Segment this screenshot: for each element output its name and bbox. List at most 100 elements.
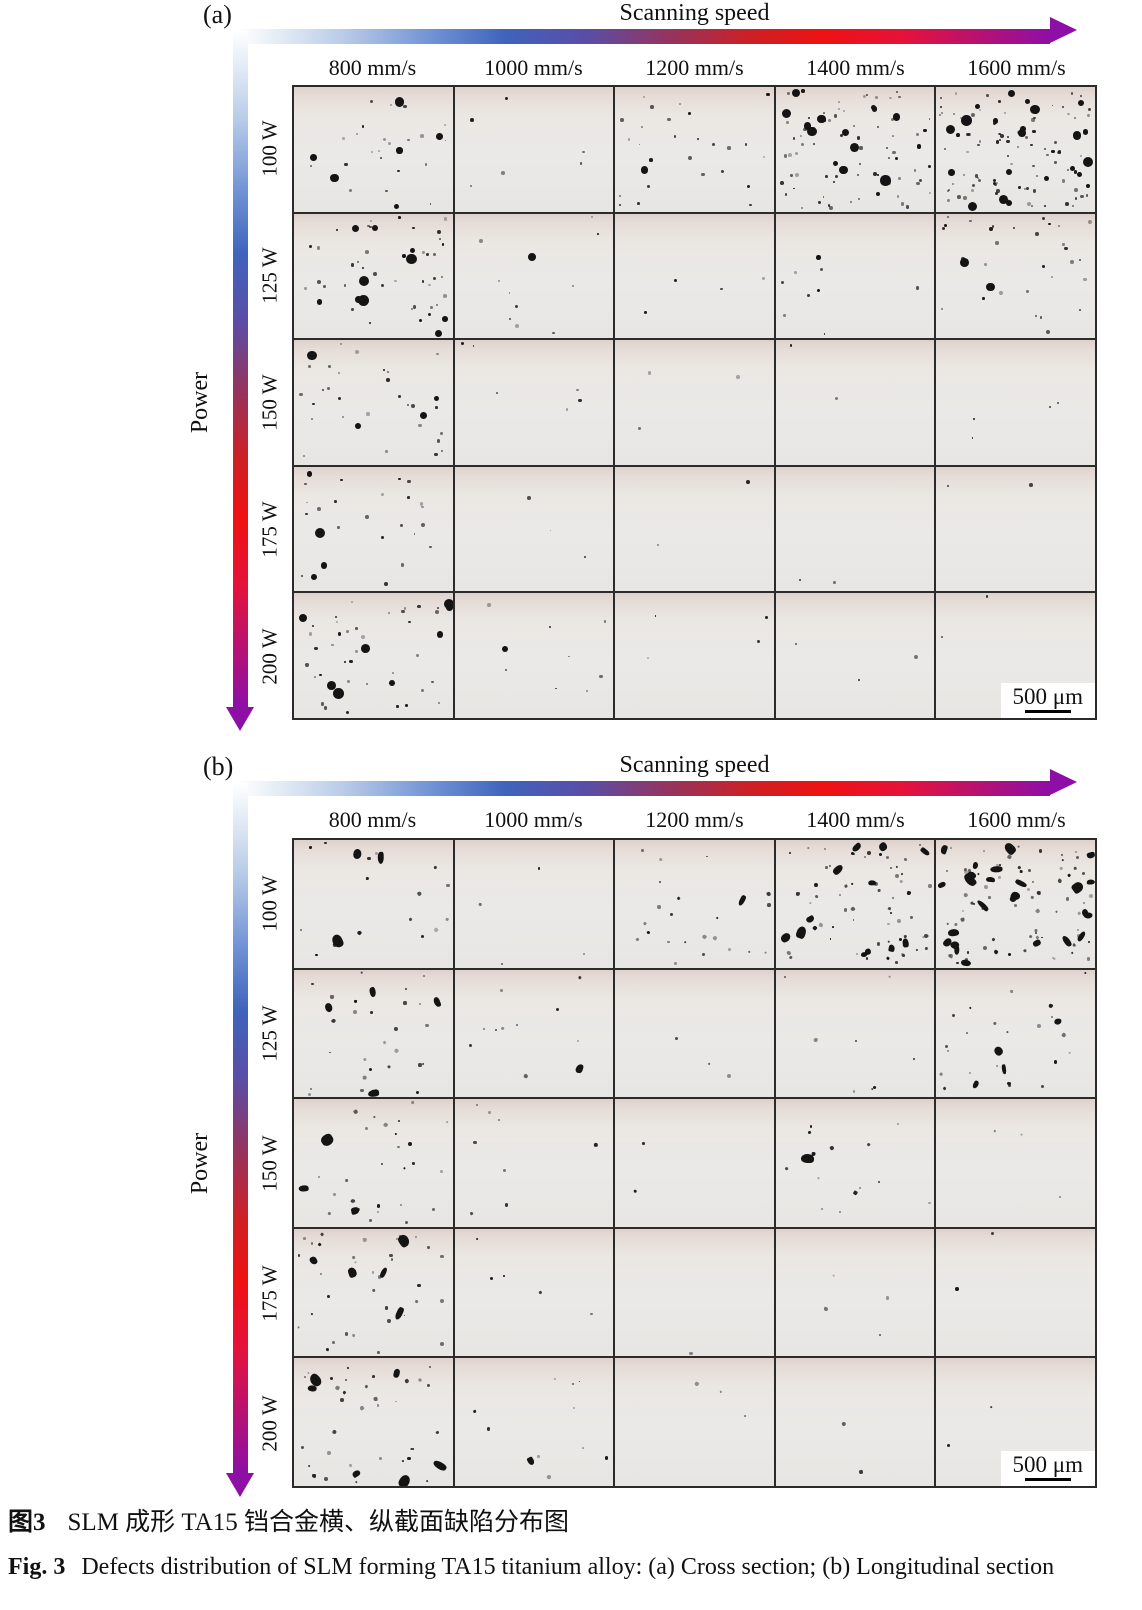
defect-dot xyxy=(426,1384,431,1388)
defect-dot xyxy=(339,343,342,346)
defect-dot xyxy=(538,1290,543,1294)
defect-dot xyxy=(979,109,982,112)
defect-dot xyxy=(919,846,931,857)
defect-dot xyxy=(1051,149,1055,153)
defect-dot xyxy=(415,654,419,658)
defect-dot xyxy=(357,260,360,263)
defect-dot xyxy=(394,1047,399,1053)
defect-dot xyxy=(854,1039,858,1043)
defect-dot xyxy=(433,865,437,869)
defect-dot xyxy=(856,952,859,955)
micrograph-cell xyxy=(454,969,614,1098)
defect-dot xyxy=(443,294,448,298)
defect-dot xyxy=(578,398,583,403)
defect-dot xyxy=(863,95,867,99)
micrograph-cell xyxy=(454,340,614,465)
defect-dot xyxy=(1024,187,1027,191)
defect-dot xyxy=(472,345,475,347)
defect-dot xyxy=(800,1154,815,1164)
defect-dot xyxy=(334,499,338,503)
micrograph-cell xyxy=(615,840,774,968)
defect-dot xyxy=(331,1341,335,1345)
defect-dot xyxy=(1029,483,1033,487)
defect-dot xyxy=(989,865,1003,873)
defect-dot xyxy=(362,267,365,269)
defect-dot xyxy=(478,903,482,907)
defect-dot xyxy=(795,891,801,897)
defect-dot xyxy=(923,128,927,133)
defect-dot xyxy=(434,453,438,457)
defect-dot xyxy=(947,953,954,960)
defect-dot xyxy=(828,864,831,867)
micrograph-cell xyxy=(454,1228,614,1357)
defect-dot xyxy=(1083,156,1094,167)
defect-dot xyxy=(407,479,411,483)
micrograph-cell xyxy=(454,87,614,212)
defect-dot xyxy=(972,418,975,421)
defect-dot xyxy=(473,1141,477,1145)
defect-dot xyxy=(307,1384,318,1393)
defect-dot xyxy=(936,881,947,890)
defect-dot xyxy=(503,1168,507,1172)
defect-dot xyxy=(985,595,988,598)
defect-dot xyxy=(1080,94,1083,97)
x-axis-title: Scanning speed xyxy=(619,0,770,26)
defect-dot xyxy=(957,195,962,200)
defect-dot xyxy=(850,200,853,203)
defect-dot xyxy=(324,842,327,845)
defect-dot xyxy=(820,267,824,271)
defect-dot xyxy=(903,857,908,862)
defect-dot xyxy=(317,299,323,305)
defect-dot xyxy=(407,1142,412,1146)
defect-dot xyxy=(358,275,369,287)
defect-dot xyxy=(654,615,657,618)
defect-dot xyxy=(1006,200,1012,207)
defect-dot xyxy=(603,620,607,623)
defect-dot xyxy=(304,287,307,290)
defect-dot xyxy=(794,643,797,646)
defect-dot xyxy=(343,284,346,287)
defect-dot xyxy=(887,906,892,911)
defect-dot xyxy=(406,253,418,265)
defect-dot xyxy=(355,627,358,630)
micrograph-cell xyxy=(775,466,935,592)
defect-dot xyxy=(982,297,986,300)
defect-dot xyxy=(888,975,892,978)
defect-dot xyxy=(502,646,509,652)
defect-dot xyxy=(389,1253,393,1258)
defect-dot xyxy=(939,844,949,856)
defect-dot xyxy=(412,305,417,309)
defect-dot xyxy=(307,350,317,360)
defect-dot xyxy=(508,292,511,295)
defect-dot xyxy=(859,163,862,166)
defect-dot xyxy=(789,344,793,347)
defect-dot xyxy=(445,1120,449,1124)
defect-dot xyxy=(340,1397,345,1402)
defect-dot xyxy=(398,394,402,398)
row-label: 200 W xyxy=(257,1394,282,1452)
defect-dot xyxy=(321,702,325,706)
panel-a-label: (a) xyxy=(203,0,232,29)
column-label: 1200 mm/s xyxy=(645,807,744,832)
defect-dot xyxy=(1043,148,1046,151)
defect-dot xyxy=(1043,205,1046,208)
defect-dot xyxy=(311,1473,316,1478)
row-label: 100 W xyxy=(257,874,282,932)
defect-dot xyxy=(811,1151,816,1156)
defect-dot xyxy=(318,673,322,677)
defect-dot xyxy=(635,937,640,942)
defect-dot xyxy=(352,1109,358,1115)
defect-dot xyxy=(902,954,906,958)
defect-dot xyxy=(992,118,999,124)
defect-dot xyxy=(1028,934,1033,939)
defect-dot xyxy=(1079,309,1081,311)
defect-dot xyxy=(599,674,603,679)
micrograph-cell xyxy=(936,87,1095,212)
defect-dot xyxy=(489,1277,493,1281)
micrograph-cell xyxy=(294,1099,453,1227)
defect-dot xyxy=(909,915,914,920)
defect-dot xyxy=(414,1299,419,1304)
row-label: 100 W xyxy=(257,120,282,177)
defect-dot xyxy=(418,1378,422,1382)
